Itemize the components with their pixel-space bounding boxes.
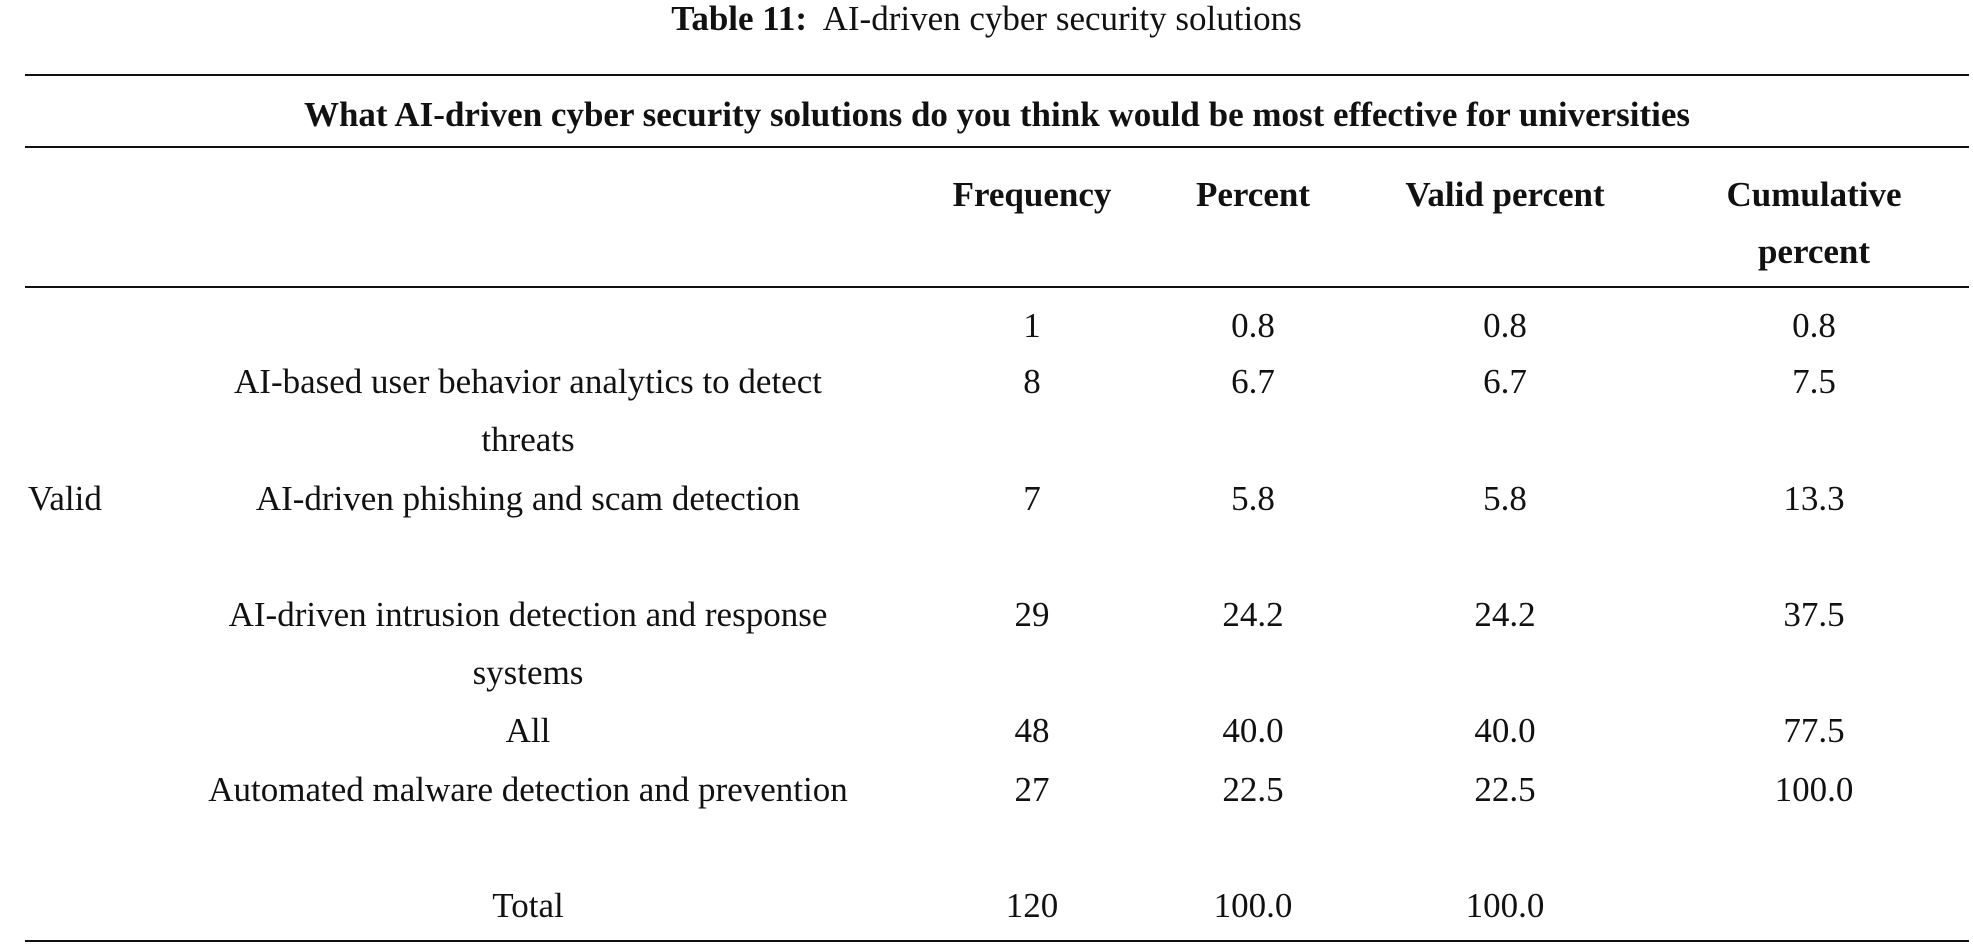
cell: 27 <box>1014 770 1050 809</box>
cell: 48 <box>1014 711 1050 750</box>
cell: 0.8 <box>1792 306 1836 345</box>
cell: 13.3 <box>1783 479 1845 518</box>
cell: 77.5 <box>1783 711 1845 750</box>
cell: 120 <box>1005 886 1059 925</box>
cell: 24.2 <box>1474 595 1536 634</box>
cell: 22.5 <box>1474 770 1536 809</box>
column-header: Valid percent <box>1405 175 1605 214</box>
cell: 5.8 <box>1483 479 1527 518</box>
cell: 22.5 <box>1222 770 1284 809</box>
cell: 7.5 <box>1792 362 1836 401</box>
row-label: Automated malware detection and preventi… <box>208 770 848 809</box>
row-label: AI-driven phishing and scam detection <box>255 479 801 518</box>
cell: 40.0 <box>1474 711 1536 750</box>
row-label: All <box>505 711 551 750</box>
row-label: Total <box>492 886 564 925</box>
rule <box>25 940 1969 942</box>
question: What AI-driven cyber security solutions … <box>303 95 1691 134</box>
caption-text: AI-driven cyber security solutions <box>822 0 1302 38</box>
cell: 0.8 <box>1483 306 1527 345</box>
cell: 6.7 <box>1483 362 1527 401</box>
cell: 100.0 <box>1465 886 1545 925</box>
caption: Table 11: AI-driven cyber security solut… <box>0 0 1973 48</box>
cell: 8 <box>1023 362 1041 401</box>
rule <box>25 74 1969 76</box>
column-header: Percent <box>1195 175 1310 214</box>
rule <box>25 146 1969 148</box>
cell: 37.5 <box>1783 595 1845 634</box>
group-label: Valid <box>28 479 102 518</box>
cell: 0.8 <box>1231 306 1275 345</box>
row-label: AI-based user behavior analytics to dete… <box>234 362 822 459</box>
cell: 40.0 <box>1222 711 1284 750</box>
caption-label: Table 11: <box>671 0 808 38</box>
cell: 5.8 <box>1231 479 1275 518</box>
cell: 29 <box>1014 595 1050 634</box>
cell: 100.0 <box>1774 770 1854 809</box>
cell: 7 <box>1023 479 1041 518</box>
cell: 24.2 <box>1222 595 1284 634</box>
cell: 100.0 <box>1213 886 1293 925</box>
cell: 1 <box>1023 306 1041 345</box>
cell: 6.7 <box>1231 362 1275 401</box>
column-header: Cumulative percent <box>1726 175 1902 271</box>
row-label: AI-driven intrusion detection and respon… <box>228 595 828 692</box>
column-header: Frequency <box>952 175 1112 214</box>
rule <box>25 286 1969 288</box>
